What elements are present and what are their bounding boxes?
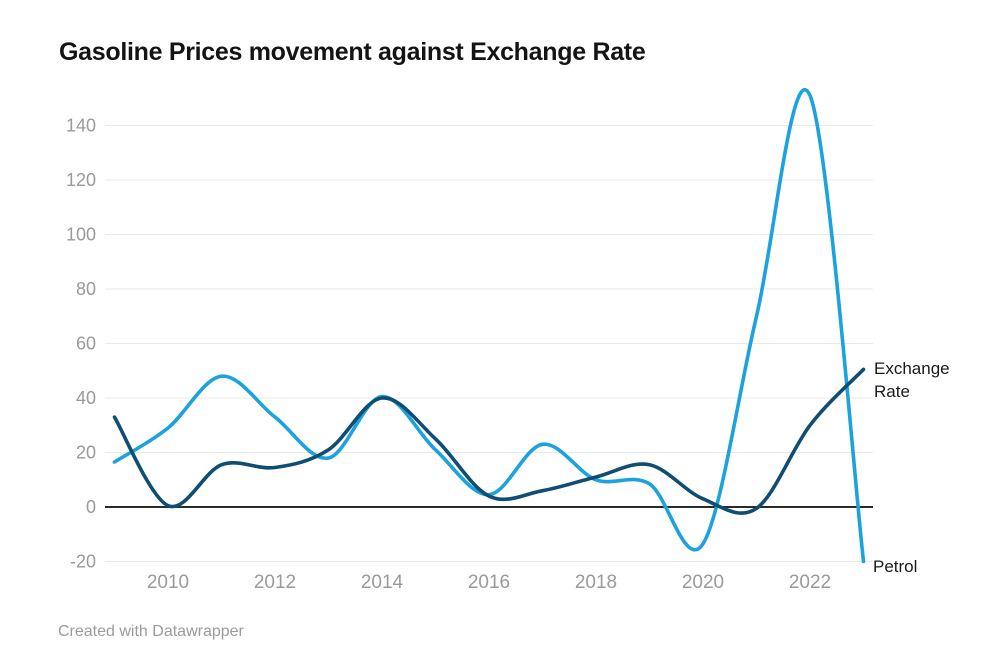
x-tick-label: 2018: [575, 572, 617, 593]
x-tick-label: 2016: [468, 572, 510, 593]
y-tick-label: 20: [76, 443, 96, 463]
y-tick-label: 80: [76, 279, 96, 299]
series-line-exchange-rate: [112, 367, 866, 515]
y-tick-label: 100: [66, 225, 96, 245]
y-tick-label: -20: [70, 552, 96, 572]
x-tick-label: 2010: [147, 572, 189, 593]
chart-title: Gasoline Prices movement against Exchang…: [59, 38, 646, 66]
x-tick-label: 2014: [361, 572, 404, 593]
x-tick-label: 2012: [254, 572, 296, 593]
x-tick-label: 2022: [789, 572, 831, 593]
series-label-exchange-rate: Exchange Rate: [874, 359, 950, 401]
series-line-petrol: [112, 88, 866, 564]
x-tick-label: 2020: [682, 572, 724, 593]
y-tick-label: 120: [66, 170, 96, 190]
y-tick-label: 140: [66, 116, 96, 136]
y-tick-label: 60: [76, 334, 96, 354]
y-tick-label: 40: [76, 388, 96, 408]
y-tick-label: 0: [86, 497, 96, 517]
series-label-petrol: Petrol: [873, 557, 918, 576]
credit-line: Created with Datawrapper: [58, 623, 244, 640]
